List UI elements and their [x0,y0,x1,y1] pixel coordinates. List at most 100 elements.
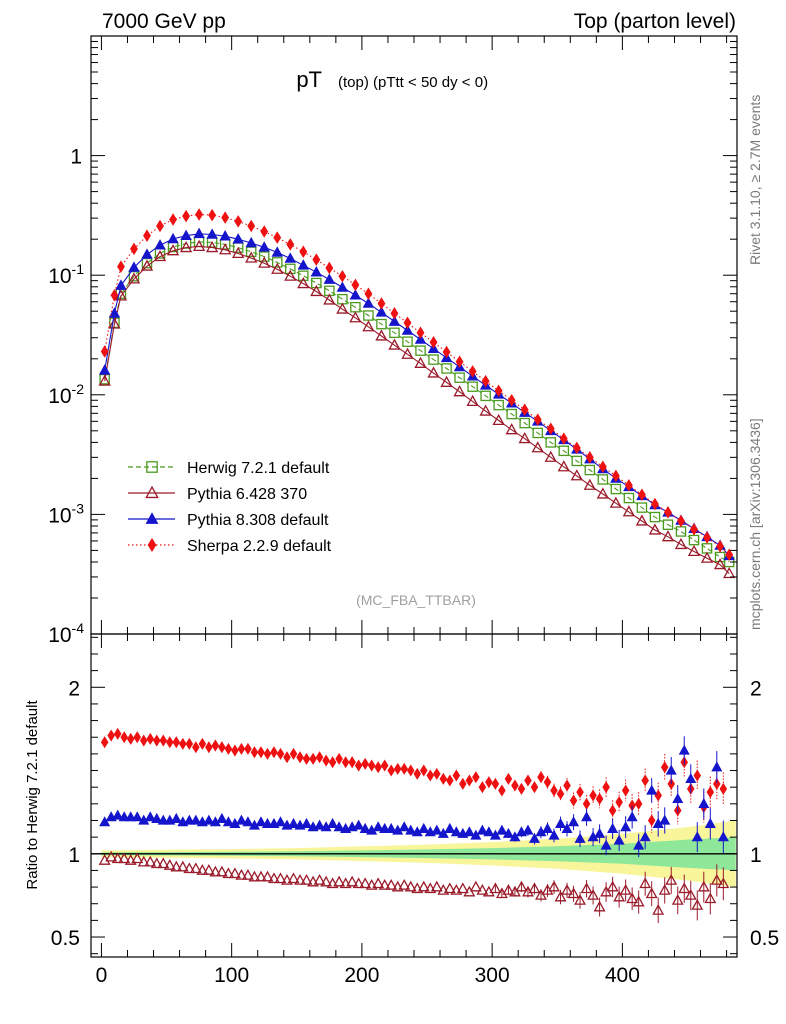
data-point-sherpa-2-2-9-default [195,208,204,221]
ratio-point-sherpa-2-2-9-default [446,774,454,787]
ratio-point-pythia-8-308-default [470,829,482,840]
ratio-point-sherpa-2-2-9-default [413,767,422,780]
ratio-point-pythia-8-308-default [509,831,521,842]
ratio-point-pythia-8-308-default [144,811,156,822]
ratio-point-pythia-8-308-default [678,744,690,755]
data-point-sherpa-2-2-9-default [351,278,360,292]
ratio-point-pythia-8-308-default [359,822,371,833]
ratio-point-sherpa-2-2-9-default [634,797,643,810]
data-point-herwig-7-2-1-default [649,511,661,523]
ratio-point-pythia-8-308-default [372,821,384,832]
data-point-herwig-7-2-1-default [701,543,713,554]
ratio-point-pythia-6-428-370 [274,872,287,884]
data-point-pythia-6-428-370 [661,530,675,542]
data-point-pythia-8-308-default [284,252,297,263]
data-point-pythia-8-308-default [401,324,414,335]
data-point-sherpa-2-2-9-default [572,441,581,455]
ratio-point-sherpa-2-2-9-default [602,781,610,794]
data-point-pythia-6-428-370 [674,537,688,550]
ratio-point-pythia-8-308-default [405,824,417,835]
ratio-point-sherpa-2-2-9-default [302,752,311,765]
ratio-point-sherpa-2-2-9-default [452,769,461,782]
data-point-pythia-6-428-370 [258,256,271,268]
data-point-pythia-6-428-370 [375,329,388,341]
data-point-sherpa-2-2-9-default [651,497,659,511]
data-point-herwig-7-2-1-default [454,372,465,383]
ratio-point-pythia-6-428-370 [320,875,333,887]
ratio-point-sherpa-2-2-9-default [543,776,552,789]
y-tick-label: 10-4 [48,620,84,647]
ratio-point-pythia-6-428-370 [209,865,222,877]
ratio-point-sherpa-2-2-9-default [426,769,435,782]
ratio-point-pythia-6-428-370 [235,869,248,880]
ratio-point-pythia-6-428-370 [242,869,254,880]
ratio-point-pythia-8-308-default [450,826,462,837]
data-point-herwig-7-2-1-default [610,483,622,495]
ratio-point-sherpa-2-2-9-default [113,727,122,740]
ratio-point-pythia-6-428-370 [665,874,678,885]
ratio-point-pythia-6-428-370 [678,882,691,894]
data-point-sherpa-2-2-9-default [611,469,620,483]
ratio-point-pythia-6-428-370 [150,857,163,869]
ratio-point-sherpa-2-2-9-default [660,761,669,774]
ratio-point-pythia-6-428-370 [339,877,352,889]
ratio-point-sherpa-2-2-9-default [693,769,702,782]
ratio-y-tick-label-right: 2 [750,677,762,700]
ratio-point-sherpa-2-2-9-default [595,792,604,805]
data-point-pythia-8-308-default [271,246,283,257]
data-point-pythia-6-428-370 [713,558,727,570]
data-point-pythia-6-428-370 [271,262,284,274]
data-point-pythia-8-308-default [108,307,121,318]
ratio-frame [90,633,738,958]
ratio-point-sherpa-2-2-9-default [380,759,389,772]
ratio-point-pythia-8-308-default [489,829,501,840]
data-point-sherpa-2-2-9-default [182,209,190,223]
mcplots-label: mcplots.cern.ch [arXiv:1306.3436] [747,418,763,630]
ratio-point-pythia-8-308-default [548,829,560,840]
ratio-point-sherpa-2-2-9-default [504,772,513,785]
ratio-point-pythia-6-428-370 [202,864,215,875]
ratio-point-pythia-8-308-default [522,824,534,835]
data-point-sherpa-2-2-9-default [429,335,438,349]
ratio-y-tick-label-left: 2 [68,677,80,700]
data-point-herwig-7-2-1-default [441,363,452,374]
legend-label-herwig-7-2-1-default: Herwig 7.2.1 default [187,460,330,477]
ratio-point-pythia-8-308-default [301,817,313,828]
ratio-point-sherpa-2-2-9-default [205,741,213,754]
data-point-sherpa-2-2-9-default [507,393,516,407]
ratio-point-pythia-6-428-370 [417,880,430,892]
ratio-point-sherpa-2-2-9-default [472,771,480,784]
y-tick-label: 10-3 [48,500,84,527]
data-point-sherpa-2-2-9-default [559,432,568,445]
ratio-y-tick-label-right: 1 [750,844,762,867]
ratio-point-sherpa-2-2-9-default [589,789,597,802]
ratio-point-pythia-6-428-370 [476,883,489,895]
data-point-herwig-7-2-1-default [584,464,596,476]
data-point-pythia-6-428-370 [245,251,258,263]
ratio-point-sherpa-2-2-9-default [159,734,168,747]
ratio-point-pythia-6-428-370 [268,872,280,884]
data-point-pythia-6-428-370 [414,356,427,368]
ratio-point-pythia-6-428-370 [163,859,176,870]
ratio-point-sherpa-2-2-9-default [244,742,252,755]
data-point-herwig-7-2-1-default [402,336,413,347]
data-point-pythia-6-428-370 [700,551,714,563]
data-point-pythia-6-428-370 [479,404,492,416]
data-point-pythia-6-428-370 [297,277,310,289]
data-point-pythia-6-428-370 [310,284,323,297]
ratio-point-pythia-6-428-370 [294,874,306,885]
ratio-point-sherpa-2-2-9-default [224,742,233,755]
data-point-sherpa-2-2-9-default [677,514,685,528]
series-line-herwig-7-2-1-default [104,241,730,563]
data-point-herwig-7-2-1-default [467,381,478,392]
ratio-point-sherpa-2-2-9-default [491,777,500,790]
ratio-plot-area [91,727,737,924]
ratio-point-sherpa-2-2-9-default [218,741,226,754]
main-title: pT [296,67,322,92]
ratio-point-sherpa-2-2-9-default [713,777,721,790]
ratio-point-sherpa-2-2-9-default [257,746,265,759]
ratio-point-sherpa-2-2-9-default [276,747,285,760]
ratio-point-sherpa-2-2-9-default [335,752,343,765]
ratio-point-pythia-8-308-default [581,811,593,822]
ratio-point-sherpa-2-2-9-default [374,761,382,774]
